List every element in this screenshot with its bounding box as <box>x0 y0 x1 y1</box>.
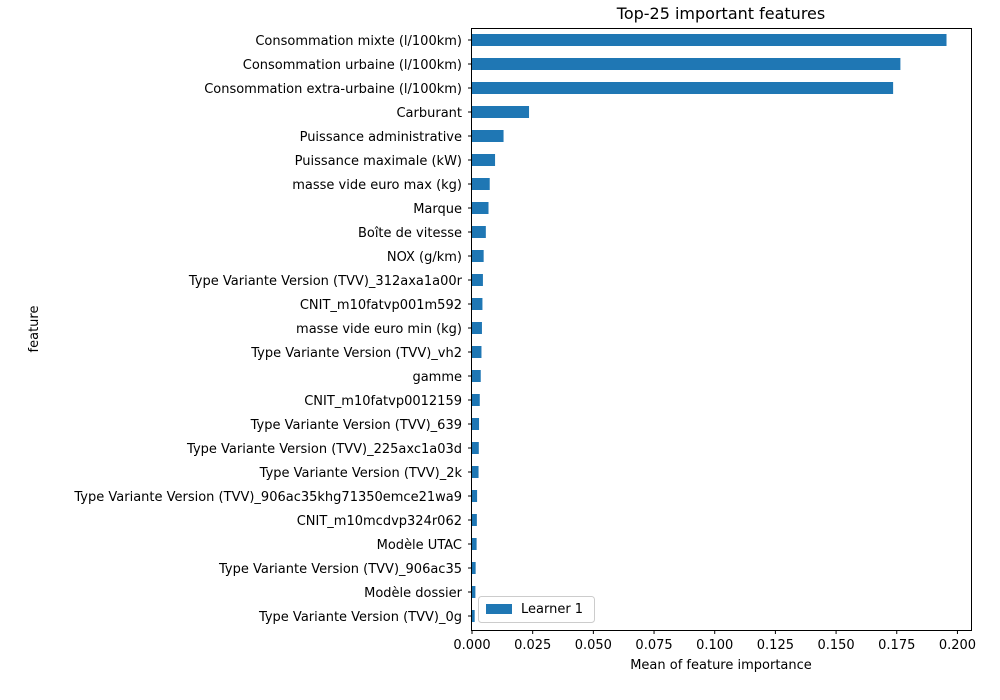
y-tick-label: Puissance maximale (kW) <box>295 154 462 169</box>
y-tick-label: CNIT_m10mcdvp324r062 <box>297 514 462 529</box>
x-tick-label: 0.025 <box>514 638 551 653</box>
legend-box <box>478 596 595 623</box>
bar <box>472 514 477 526</box>
legend-label: Learner 1 <box>521 602 583 617</box>
y-tick-label: Modèle UTAC <box>377 538 462 553</box>
y-tick-label: Type Variante Version (TVV)_225axc1a03d <box>186 442 462 457</box>
bar <box>472 226 486 238</box>
bar <box>472 538 477 550</box>
bar <box>472 202 489 214</box>
y-tick-label: Carburant <box>396 106 462 121</box>
y-tick-label: Consommation extra-urbaine (l/100km) <box>204 82 462 97</box>
chart-title: Top-25 important features <box>616 4 825 23</box>
y-tick-label: Puissance administrative <box>300 130 462 145</box>
y-tick-label: gamme <box>412 370 462 385</box>
legend-swatch <box>486 604 512 614</box>
y-tick-label: Type Variante Version (TVV)_2k <box>259 466 463 481</box>
x-tick-label: 0.100 <box>696 638 733 653</box>
y-tick-labels: Consommation mixte (l/100km) Consommation… <box>73 34 472 625</box>
bar <box>472 466 479 478</box>
bar <box>472 178 490 190</box>
plot-frame <box>471 28 972 631</box>
y-tick-label: Type Variante Version (TVV)_639 <box>250 418 462 433</box>
bar <box>472 610 475 622</box>
y-tick-label: CNIT_m10fatvp0012159 <box>304 394 462 409</box>
y-axis-label: feature <box>27 306 42 353</box>
x-tick-label: 0.000 <box>453 638 490 653</box>
y-tick-label: NOX (g/km) <box>387 250 462 265</box>
bar <box>472 442 479 454</box>
x-tick-label: 0.075 <box>635 638 672 653</box>
bar <box>472 490 478 502</box>
y-tick-label: Boîte de vitesse <box>358 226 462 241</box>
y-tick-label: Marque <box>413 202 462 217</box>
y-tick-label: Consommation mixte (l/100km) <box>255 34 462 49</box>
y-tick-label: Type Variante Version (TVV)_906ac35 <box>218 562 462 577</box>
x-ticks: 0.000 0.025 0.050 0.075 0.100 0.125 0.150 0.175… <box>453 630 976 653</box>
bar <box>472 250 484 262</box>
x-axis-label: Mean of feature importance <box>630 658 812 673</box>
y-tick-label: Consommation urbaine (l/100km) <box>243 58 462 73</box>
y-tick-label: masse vide euro min (kg) <box>296 322 462 337</box>
y-tick-label: Type Variante Version (TVV)_0g <box>258 610 462 625</box>
x-tick-label: 0.050 <box>575 638 612 653</box>
bar <box>472 418 480 430</box>
y-tick-label: CNIT_m10fatvp001m592 <box>300 298 462 313</box>
legend: Learner 1 <box>478 596 595 623</box>
y-tick-label: masse vide euro max (kg) <box>292 178 462 193</box>
bar <box>472 274 483 286</box>
bar <box>472 58 901 70</box>
bar <box>472 346 482 358</box>
bar <box>472 322 482 334</box>
bar <box>472 298 483 310</box>
bar <box>472 586 476 598</box>
bar <box>472 130 504 142</box>
bar <box>472 394 480 406</box>
x-tick-label: 0.150 <box>817 638 854 653</box>
bar <box>472 106 530 118</box>
x-tick-label: 0.175 <box>878 638 915 653</box>
bar <box>472 370 481 382</box>
y-tick-label: Modèle dossier <box>364 586 463 601</box>
x-tick-label: 0.125 <box>757 638 794 653</box>
y-tick-label: Type Variante Version (TVV)_vh2 <box>250 346 462 361</box>
y-tick-label: Type Variante Version (TVV)_906ac35khg71… <box>73 490 462 505</box>
bars-group <box>472 34 947 622</box>
bar <box>472 562 476 574</box>
y-tick-label: Type Variante Version (TVV)_312axa1a00r <box>188 274 463 289</box>
x-tick-label: 0.200 <box>939 638 976 653</box>
bar <box>472 154 496 166</box>
bar <box>472 34 947 46</box>
bar <box>472 82 894 94</box>
